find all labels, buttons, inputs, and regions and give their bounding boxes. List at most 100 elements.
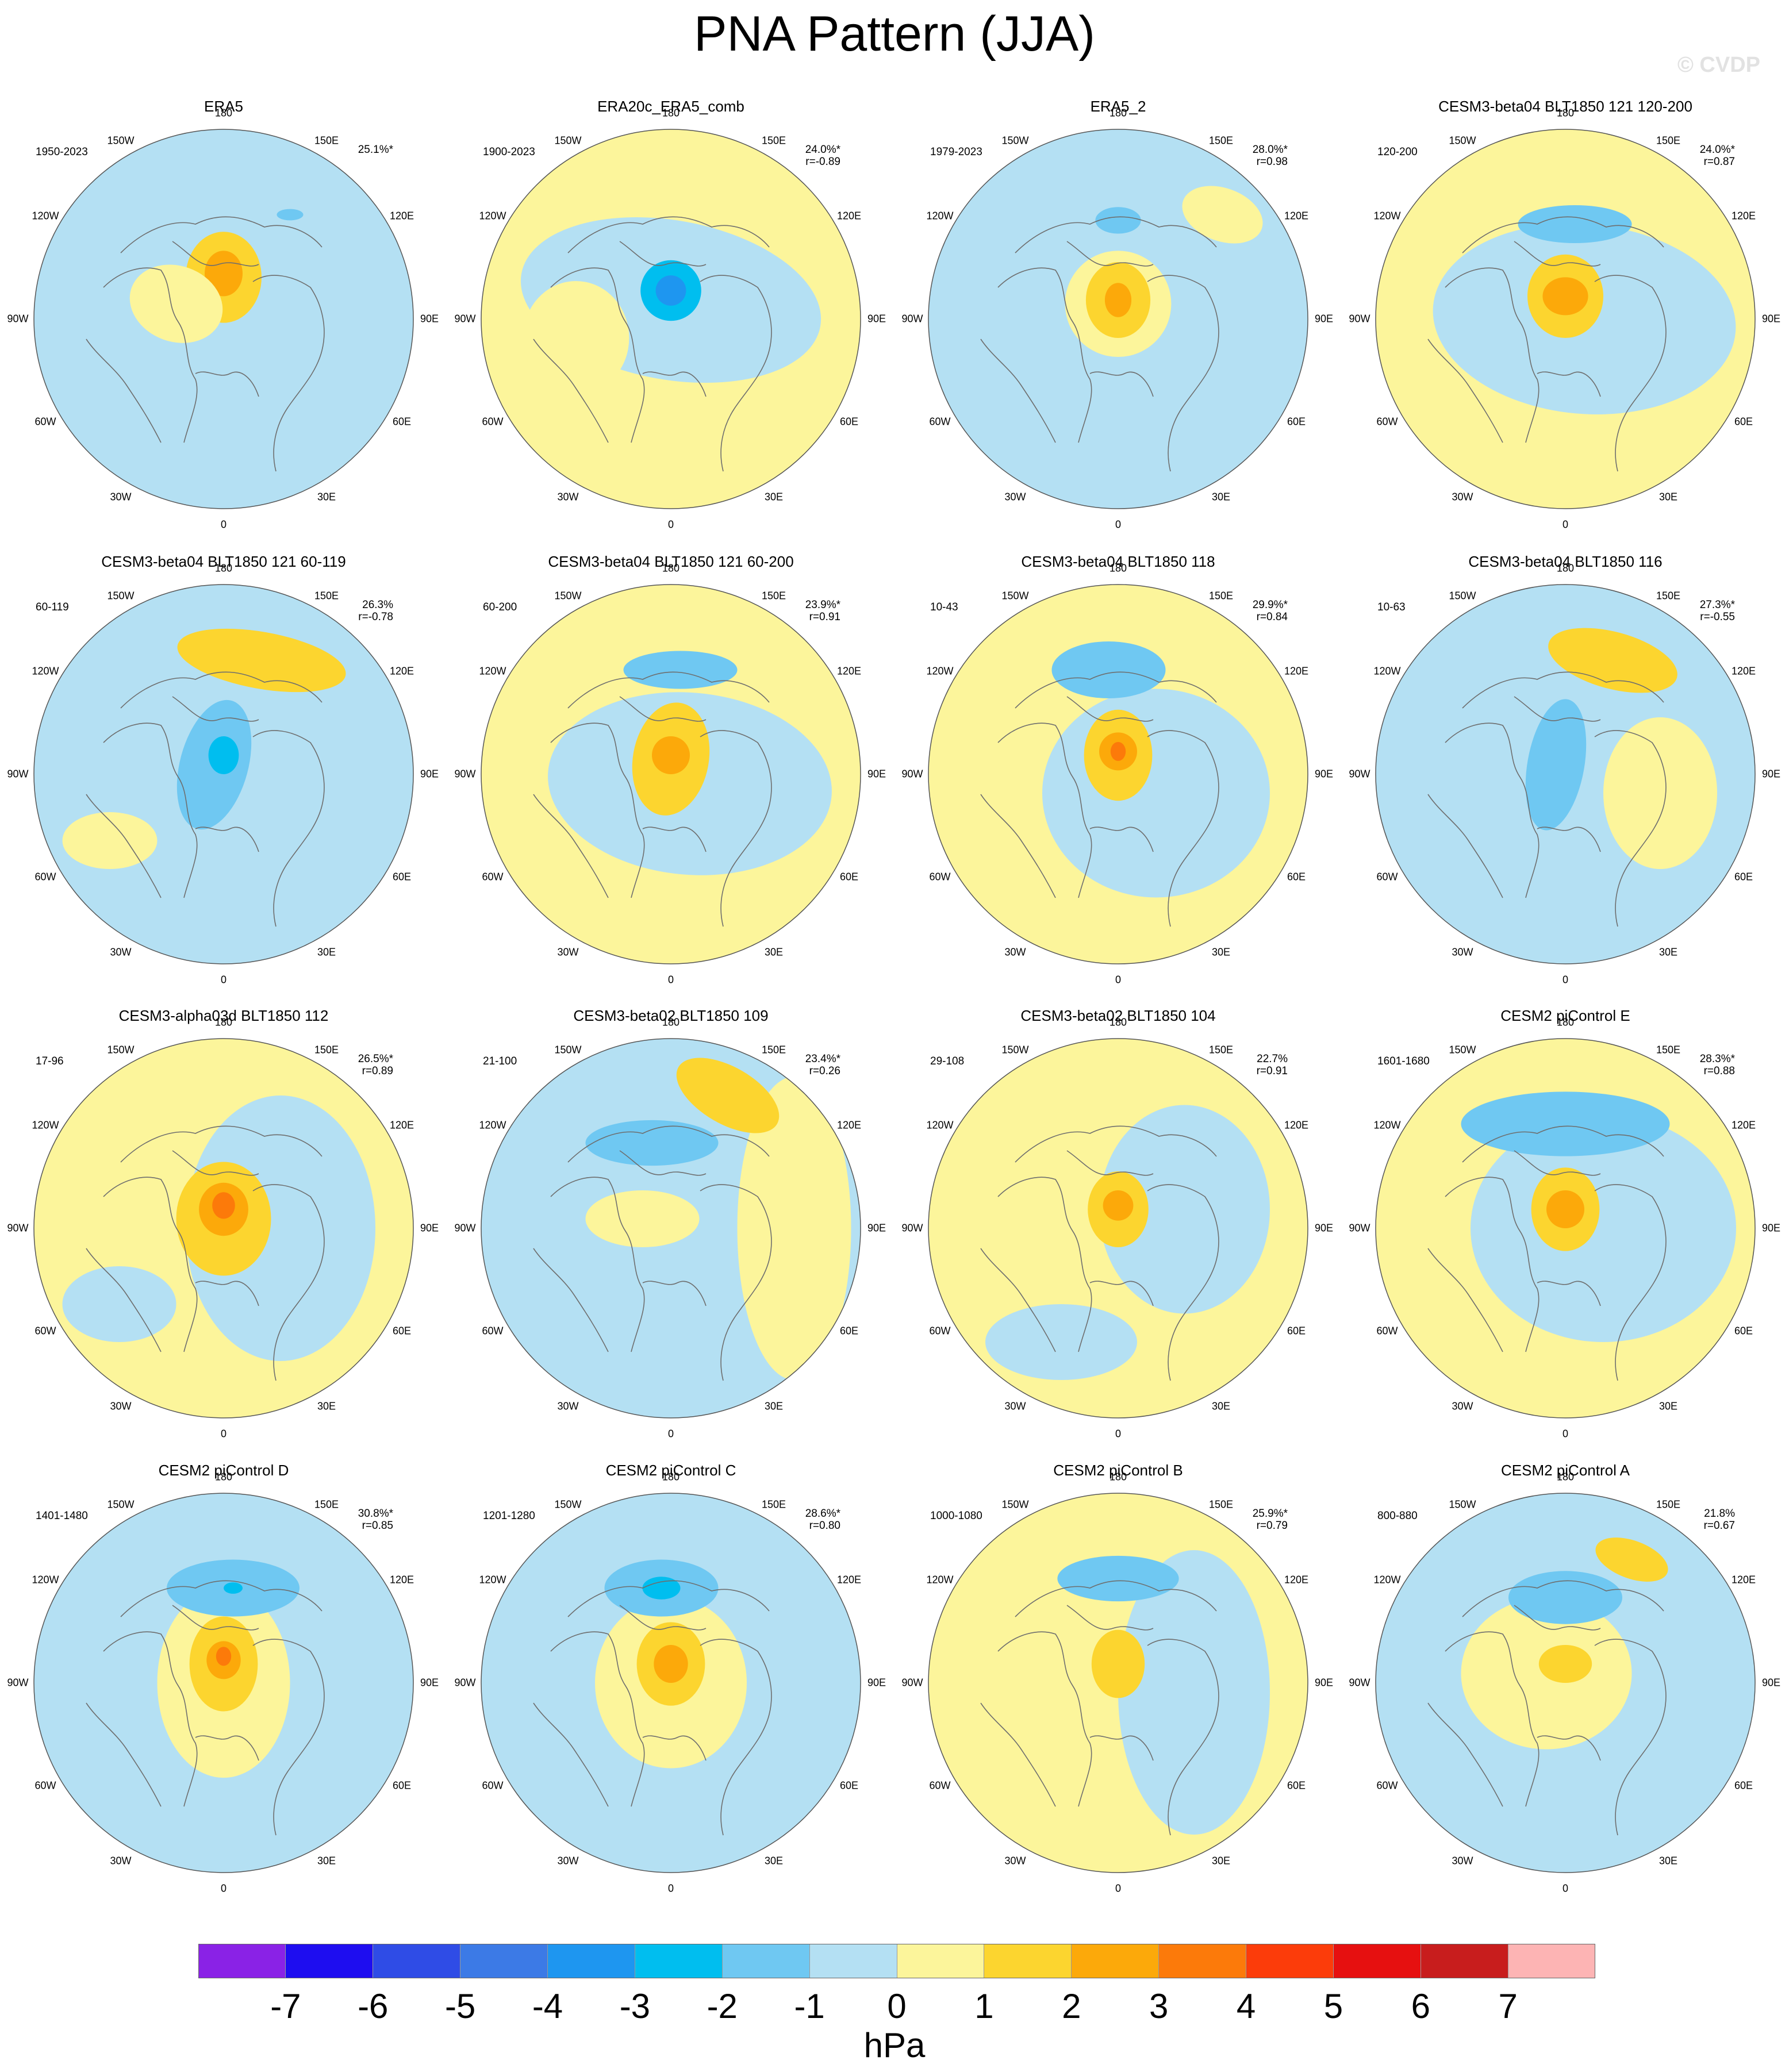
colorbar-tick-label: -5 [444,1987,476,2025]
colorbar-units: hPa [863,2026,926,2065]
variance-percent: 25.1%* [358,144,393,156]
polar-map [33,584,414,964]
lon-label-90e: 90E [1761,313,1781,325]
pattern-correlation: r=0.91 [1256,1065,1288,1077]
lon-label-0: 0 [1562,974,1569,986]
panel-stats: 23.4%* r=0.26 [805,1053,840,1077]
lon-label-90w: 90W [7,1222,29,1234]
lon-label-120w: 120W [1373,665,1401,677]
lon-label-120e: 120E [390,1574,414,1586]
lon-label-120e: 120E [1284,1119,1309,1131]
lon-label-90w: 90W [901,1222,923,1234]
colorbar-cell [1421,1944,1508,1978]
lon-label-60e: 60E [393,871,412,883]
polar-map [928,129,1308,509]
lon-label-30e: 30E [764,491,784,503]
lon-label-120w: 120W [32,210,59,222]
anomaly-contour [1099,1105,1270,1314]
lon-label-60w: 60W [34,871,56,883]
anomaly-contour [676,1058,780,1133]
panel-years: 1201-1280 [483,1510,535,1522]
map-border [33,1493,414,1873]
polar-map [1375,129,1756,509]
lon-label-0: 0 [220,1428,227,1440]
lon-label-30w: 30W [557,946,579,958]
anomaly-contour [1103,1190,1134,1221]
coastlines [533,1580,772,1836]
map-border [1375,129,1756,509]
lon-label-120w: 120W [1373,1574,1401,1586]
map-panel: CESM3-beta02 BLT1850 104 29-108 22.7% r=0.9… [894,1007,1342,1461]
variance-percent: 23.4%* [805,1053,840,1065]
lon-label-150e: 150E [1656,590,1681,602]
lon-label-0: 0 [220,974,227,986]
lon-label-90e: 90E [1761,768,1781,780]
lon-label-180: 180 [1109,562,1127,574]
coastlines [980,671,1219,927]
lon-label-120e: 120E [837,665,862,677]
panel-years: 1401-1480 [36,1510,88,1522]
lon-label-0: 0 [667,518,674,531]
lon-label-30w: 30W [1004,491,1026,503]
colorbar-cell [547,1944,635,1978]
lon-label-60w: 60W [34,1325,56,1337]
polar-map [928,584,1308,964]
lon-label-180: 180 [1109,1016,1127,1028]
colorbar-frame [198,1944,1595,1978]
pattern-correlation: r=0.89 [362,1065,393,1077]
colorbar-cell [1333,1944,1421,1978]
colorbar-cell [285,1944,373,1978]
lon-label-150e: 150E [314,590,339,602]
variance-percent: 25.9%* [1252,1508,1288,1520]
lon-label-120e: 120E [837,1119,862,1131]
coastlines [533,671,772,927]
lon-label-30e: 30E [1211,1855,1231,1867]
coastlines [980,1580,1219,1836]
lon-label-60w: 60W [1376,1325,1398,1337]
polar-map [33,129,414,509]
lon-label-30e: 30E [317,1400,336,1412]
pattern-correlation: r=0.79 [1256,1520,1288,1532]
map-panel: CESM3-beta04 BLT1850 118 10-43 29.9%* r=0.8… [894,553,1342,1007]
panel-title: CESM2 piControl E [1500,1007,1630,1024]
lon-label-120e: 120E [1732,210,1756,222]
lon-label-120e: 120E [1732,1574,1756,1586]
lon-label-30e: 30E [1659,491,1678,503]
map-border [33,1038,414,1419]
lon-label-30w: 30W [1004,946,1026,958]
lon-label-120w: 120W [926,1119,954,1131]
anomaly-contour [623,651,738,689]
lon-label-30w: 30W [1452,491,1473,503]
page-title: PNA Pattern (JJA) [694,6,1095,61]
colorbar-cell [198,1944,285,1978]
lon-label-150e: 150E [314,1044,339,1056]
lon-label-120w: 120W [926,1574,954,1586]
anomaly-contour [1525,699,1587,831]
coastlines [86,1580,325,1836]
panel-stats: 25.1%* [358,144,393,156]
lon-label-30w: 30W [1452,946,1473,958]
lon-label-30w: 30W [110,1855,132,1867]
polar-map [481,1493,861,1873]
lon-label-180: 180 [662,1471,680,1483]
panel-years: 1900-2023 [483,146,535,158]
pattern-correlation: r=-0.55 [1700,611,1735,623]
pattern-correlation: r=0.80 [809,1520,840,1532]
panel-years: 1601-1680 [1377,1055,1430,1067]
lon-label-0: 0 [667,1882,674,1894]
colorbar-tick-label: -4 [532,1987,563,2025]
colorbar-tick-label: 3 [1149,1987,1169,2025]
lon-label-90w: 90W [1349,1222,1370,1234]
polar-map [33,1493,414,1873]
anomaly-contour [208,736,239,774]
lon-label-30e: 30E [764,1855,784,1867]
map-panel: CESM2 piControl A 800-880 21.8% r=0.67 180 15… [1342,1462,1789,1916]
lon-label-30w: 30W [1452,1400,1473,1412]
lon-label-30e: 30E [1659,1855,1678,1867]
anomaly-contour [1546,1190,1584,1228]
panel-years: 1979-2023 [930,146,982,158]
panel-stats: 26.5%* r=0.89 [358,1053,393,1077]
lon-label-180: 180 [1556,1016,1575,1028]
lon-label-60e: 60E [1287,871,1306,883]
anomaly-contour [1051,641,1166,698]
